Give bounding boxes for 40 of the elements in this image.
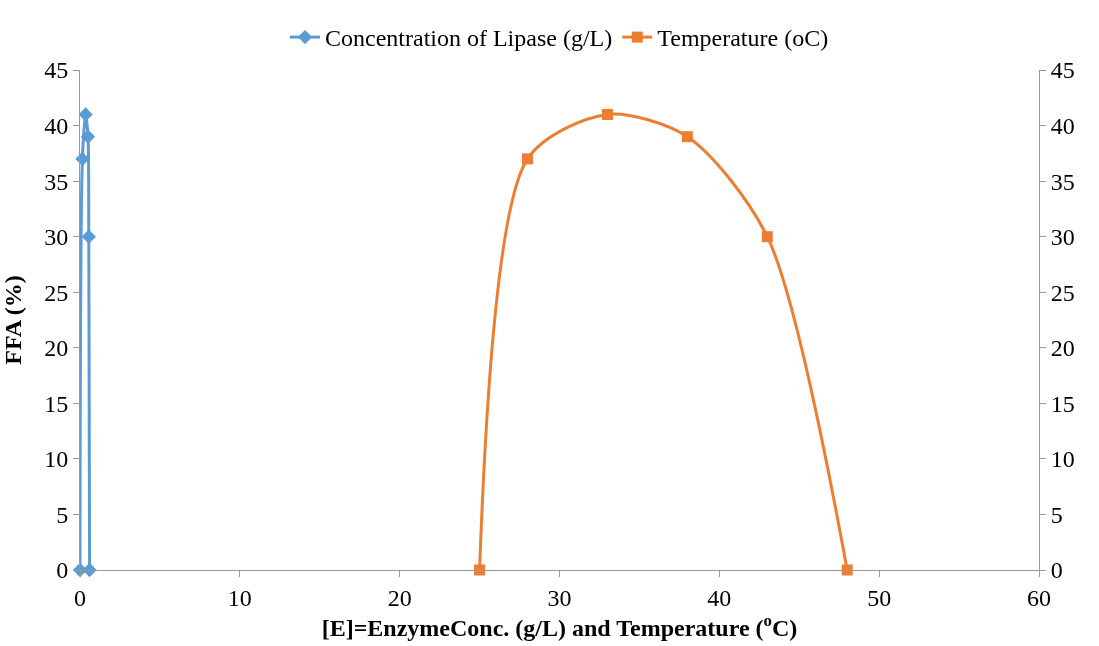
y2-tick-label: 0 xyxy=(1050,557,1063,584)
y-tick-label: 20 xyxy=(44,335,69,362)
y-tick-label: 5 xyxy=(56,501,69,528)
y2-tick-label: 40 xyxy=(1050,112,1075,139)
y-tick-label: 35 xyxy=(44,168,69,195)
legend-label: Temperature (oC) xyxy=(657,25,829,52)
y-tick-label: 40 xyxy=(44,112,69,139)
y-tick-label: 15 xyxy=(44,390,69,417)
x-tick-label: 40 xyxy=(707,584,732,611)
x-tick-label: 10 xyxy=(227,584,252,611)
point xyxy=(841,564,853,576)
y2-tick-label: 5 xyxy=(1050,501,1063,528)
y2-tick-label: 15 xyxy=(1050,390,1075,417)
y2-tick-label: 35 xyxy=(1050,168,1075,195)
y2-tick-label: 10 xyxy=(1050,446,1075,473)
x-axis-title: [E]=EnzymeConc. (g/L) and Temperature ($^{o}$C) xyxy=(321,610,798,641)
legend-label: Concentration of Lipase (g/L) xyxy=(325,25,613,52)
y-tick-label: 0 xyxy=(56,557,69,584)
y2-tick-label: 25 xyxy=(1050,279,1075,306)
point xyxy=(761,231,773,243)
point xyxy=(474,564,486,576)
point xyxy=(522,153,534,165)
x-tick-label: 30 xyxy=(547,584,572,611)
point xyxy=(78,107,93,122)
y2-tick-label: 30 xyxy=(1050,224,1075,251)
y-axis-title: FFA (%) xyxy=(0,275,27,365)
y-tick-label: 25 xyxy=(44,279,69,306)
y-tick-label: 10 xyxy=(44,446,69,473)
x-tick-label: 50 xyxy=(867,584,892,611)
y-tick-label: 30 xyxy=(44,224,69,251)
y-tick-label: 45 xyxy=(44,57,69,84)
point xyxy=(80,129,96,144)
point xyxy=(601,108,613,120)
y2-tick-label: 45 xyxy=(1050,57,1075,84)
point xyxy=(81,229,96,244)
x-tick-label: 0 xyxy=(74,584,86,611)
point xyxy=(681,131,693,143)
y2-tick-label: 20 xyxy=(1050,335,1075,362)
x-tick-label: 60 xyxy=(1027,584,1051,611)
x-tick-label: 20 xyxy=(387,584,412,611)
